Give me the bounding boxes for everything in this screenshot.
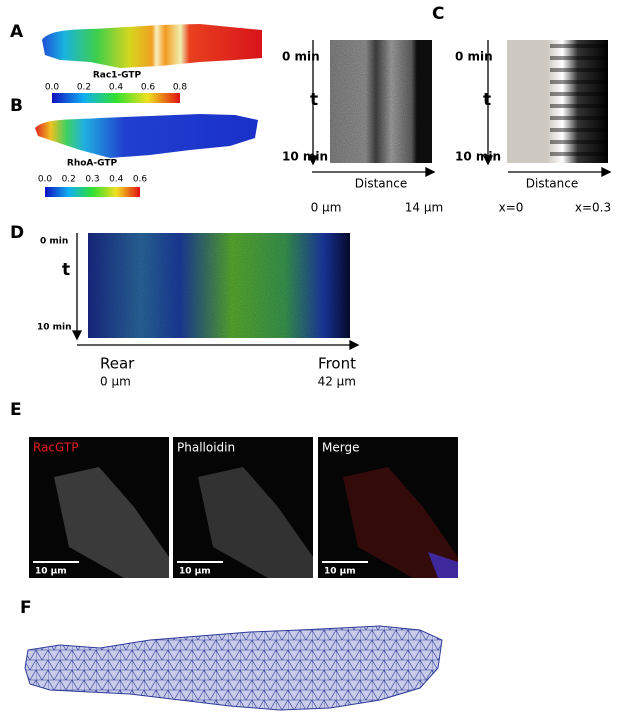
axes (482, 40, 612, 178)
mesh (25, 626, 442, 710)
colorbar-tick: 0.4 (109, 83, 124, 93)
distance-end: 42 µm (318, 375, 356, 389)
colorbar-title: RhoA-GTP (67, 159, 118, 169)
cell-model (35, 114, 258, 158)
time-end: 10 min (282, 150, 328, 164)
panel-label: B (10, 96, 23, 116)
image-title: Phalloidin (177, 441, 235, 455)
distance-start: 0 µm (311, 201, 342, 215)
scale-bar-label: 10 µm (35, 567, 67, 577)
colorbar-tick: 0.0 (38, 175, 53, 185)
cell-signal (198, 467, 313, 578)
colorbar-tick: 0.3 (85, 175, 99, 185)
time-axis: t (62, 260, 70, 280)
panel-label: C (432, 4, 444, 24)
cell-model (42, 24, 262, 68)
panel-label: A (10, 22, 24, 42)
distance-end: 14 µm (405, 201, 443, 215)
distance-axis: Distance (526, 177, 578, 191)
nucleus (428, 552, 458, 578)
colorbar-tick: 0.6 (133, 175, 148, 185)
position-end: Front (318, 355, 356, 373)
simulation-stripes (550, 40, 608, 163)
colorbar-tick: 0.4 (109, 175, 124, 185)
panel-label: E (10, 400, 22, 420)
time-axis: t (483, 90, 491, 110)
axes (71, 233, 360, 351)
colorbar-tick: 0.0 (45, 83, 60, 93)
panel-label: D (10, 223, 24, 243)
colorbar-tick: 0.2 (62, 175, 76, 185)
cell-signal (198, 467, 313, 578)
distance-axis: Distance (355, 177, 407, 191)
colorbar-tick: 0.8 (173, 83, 188, 93)
position-start: Rear (100, 355, 135, 373)
cell-signal (54, 467, 169, 578)
colorbar-tick: 0.2 (77, 83, 91, 93)
kymograph-noise (88, 233, 350, 338)
colorbar (52, 93, 180, 103)
cell-signal (343, 467, 458, 578)
scale-bar-label: 10 µm (179, 567, 211, 577)
colorbar-tick: 0.6 (141, 83, 156, 93)
distance-start: 0 µm (100, 375, 131, 389)
image-title: Merge (322, 441, 359, 455)
image-title: RacGTP (33, 441, 78, 455)
time-start: 0 min (455, 50, 493, 64)
scale-bar-label: 10 µm (324, 567, 356, 577)
cell-signal (54, 467, 169, 578)
cell-signal (343, 467, 458, 578)
time-axis: t (310, 90, 318, 110)
colorbar-title: Rac1-GTP (93, 71, 142, 81)
time-end: 10 min (455, 150, 501, 164)
time-start: 0 min (40, 237, 68, 247)
time-start: 0 min (282, 50, 320, 64)
colorbar (45, 187, 140, 197)
kymograph-noise (330, 40, 432, 163)
axes (307, 40, 436, 178)
panel-label: F (20, 598, 32, 618)
time-end: 10 min (37, 323, 72, 333)
distance-end: x=0.3 (575, 201, 611, 215)
distance-start: x=0 (499, 201, 524, 215)
mesh-outline (24, 625, 443, 711)
